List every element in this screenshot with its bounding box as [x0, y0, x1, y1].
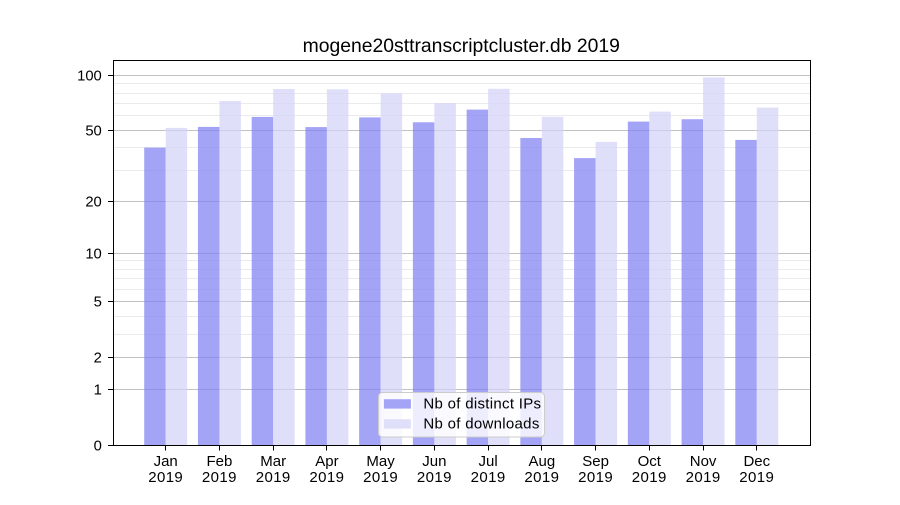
svg-text:Oct: Oct	[638, 453, 662, 470]
svg-text:2019: 2019	[739, 469, 774, 486]
svg-text:1: 1	[94, 383, 102, 399]
svg-text:Feb: Feb	[206, 453, 232, 470]
svg-text:100: 100	[77, 69, 102, 85]
svg-text:2019: 2019	[309, 469, 344, 486]
svg-text:50: 50	[85, 124, 101, 140]
svg-text:2019: 2019	[363, 469, 398, 486]
svg-text:Jan: Jan	[154, 453, 178, 470]
svg-text:Mar: Mar	[260, 453, 286, 470]
svg-text:Jul: Jul	[479, 453, 498, 470]
svg-text:2: 2	[94, 351, 102, 367]
svg-text:5: 5	[94, 295, 102, 311]
svg-text:Nb of distinct IPs: Nb of distinct IPs	[423, 396, 541, 413]
svg-text:2019: 2019	[202, 469, 237, 486]
svg-text:Apr: Apr	[315, 453, 338, 470]
svg-text:Nb of downloads: Nb of downloads	[423, 416, 539, 433]
svg-text:2019: 2019	[148, 469, 183, 486]
svg-text:2019: 2019	[578, 469, 613, 486]
svg-text:20: 20	[85, 195, 101, 211]
svg-text:10: 10	[85, 247, 101, 263]
svg-text:Nov: Nov	[690, 453, 717, 470]
svg-text:2019: 2019	[686, 469, 721, 486]
svg-text:0: 0	[94, 439, 102, 455]
svg-text:2019: 2019	[524, 469, 559, 486]
svg-text:Dec: Dec	[743, 453, 770, 470]
svg-text:May: May	[366, 453, 395, 470]
svg-text:mogene20sttranscriptcluster.db: mogene20sttranscriptcluster.db 2019	[303, 35, 620, 57]
svg-text:Jun: Jun	[422, 453, 446, 470]
svg-text:2019: 2019	[417, 469, 452, 486]
svg-text:Aug: Aug	[529, 453, 556, 470]
svg-text:2019: 2019	[632, 469, 667, 486]
svg-text:Sep: Sep	[582, 453, 609, 470]
svg-text:2019: 2019	[471, 469, 506, 486]
svg-text:2019: 2019	[256, 469, 291, 486]
